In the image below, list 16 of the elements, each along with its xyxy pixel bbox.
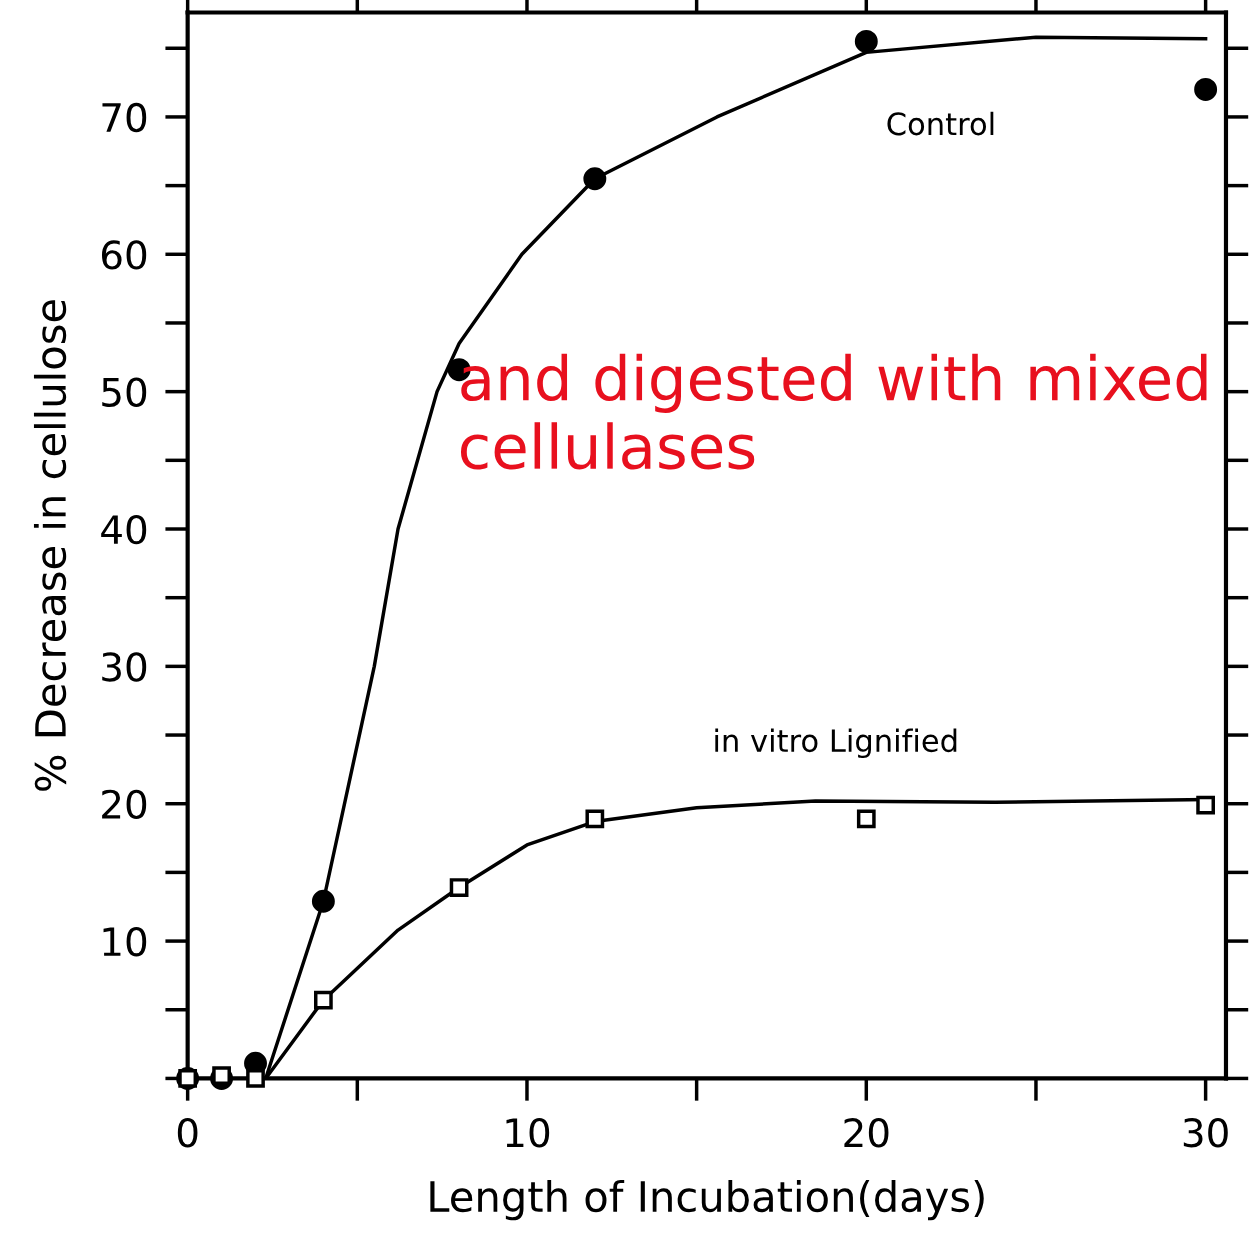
y-tick-label: 40: [101, 514, 147, 545]
y-tick-label: 20: [102, 789, 147, 820]
y-tick-label: 60: [101, 240, 147, 270]
y-axis-title: % Decrease in cellulose: [33, 300, 67, 791]
y-tick-label: 30: [102, 652, 147, 682]
text: in vitro Lignified: [715, 728, 957, 759]
x-tick-label: 30: [1183, 1118, 1228, 1148]
annotation: and digested with mixed cellulases: [460, 353, 1207, 470]
x-axis-title: Length of Incubation(days): [430, 1179, 984, 1221]
x-tick-label: 10: [506, 1118, 550, 1148]
text: Control: [887, 111, 994, 136]
x-tick-label: 20: [844, 1118, 889, 1148]
y-tick-label: 50: [102, 377, 147, 407]
x-tick-label: 0: [177, 1118, 198, 1148]
y-tick-label: 10: [103, 926, 147, 957]
y-tick-label: 70: [102, 102, 147, 133]
